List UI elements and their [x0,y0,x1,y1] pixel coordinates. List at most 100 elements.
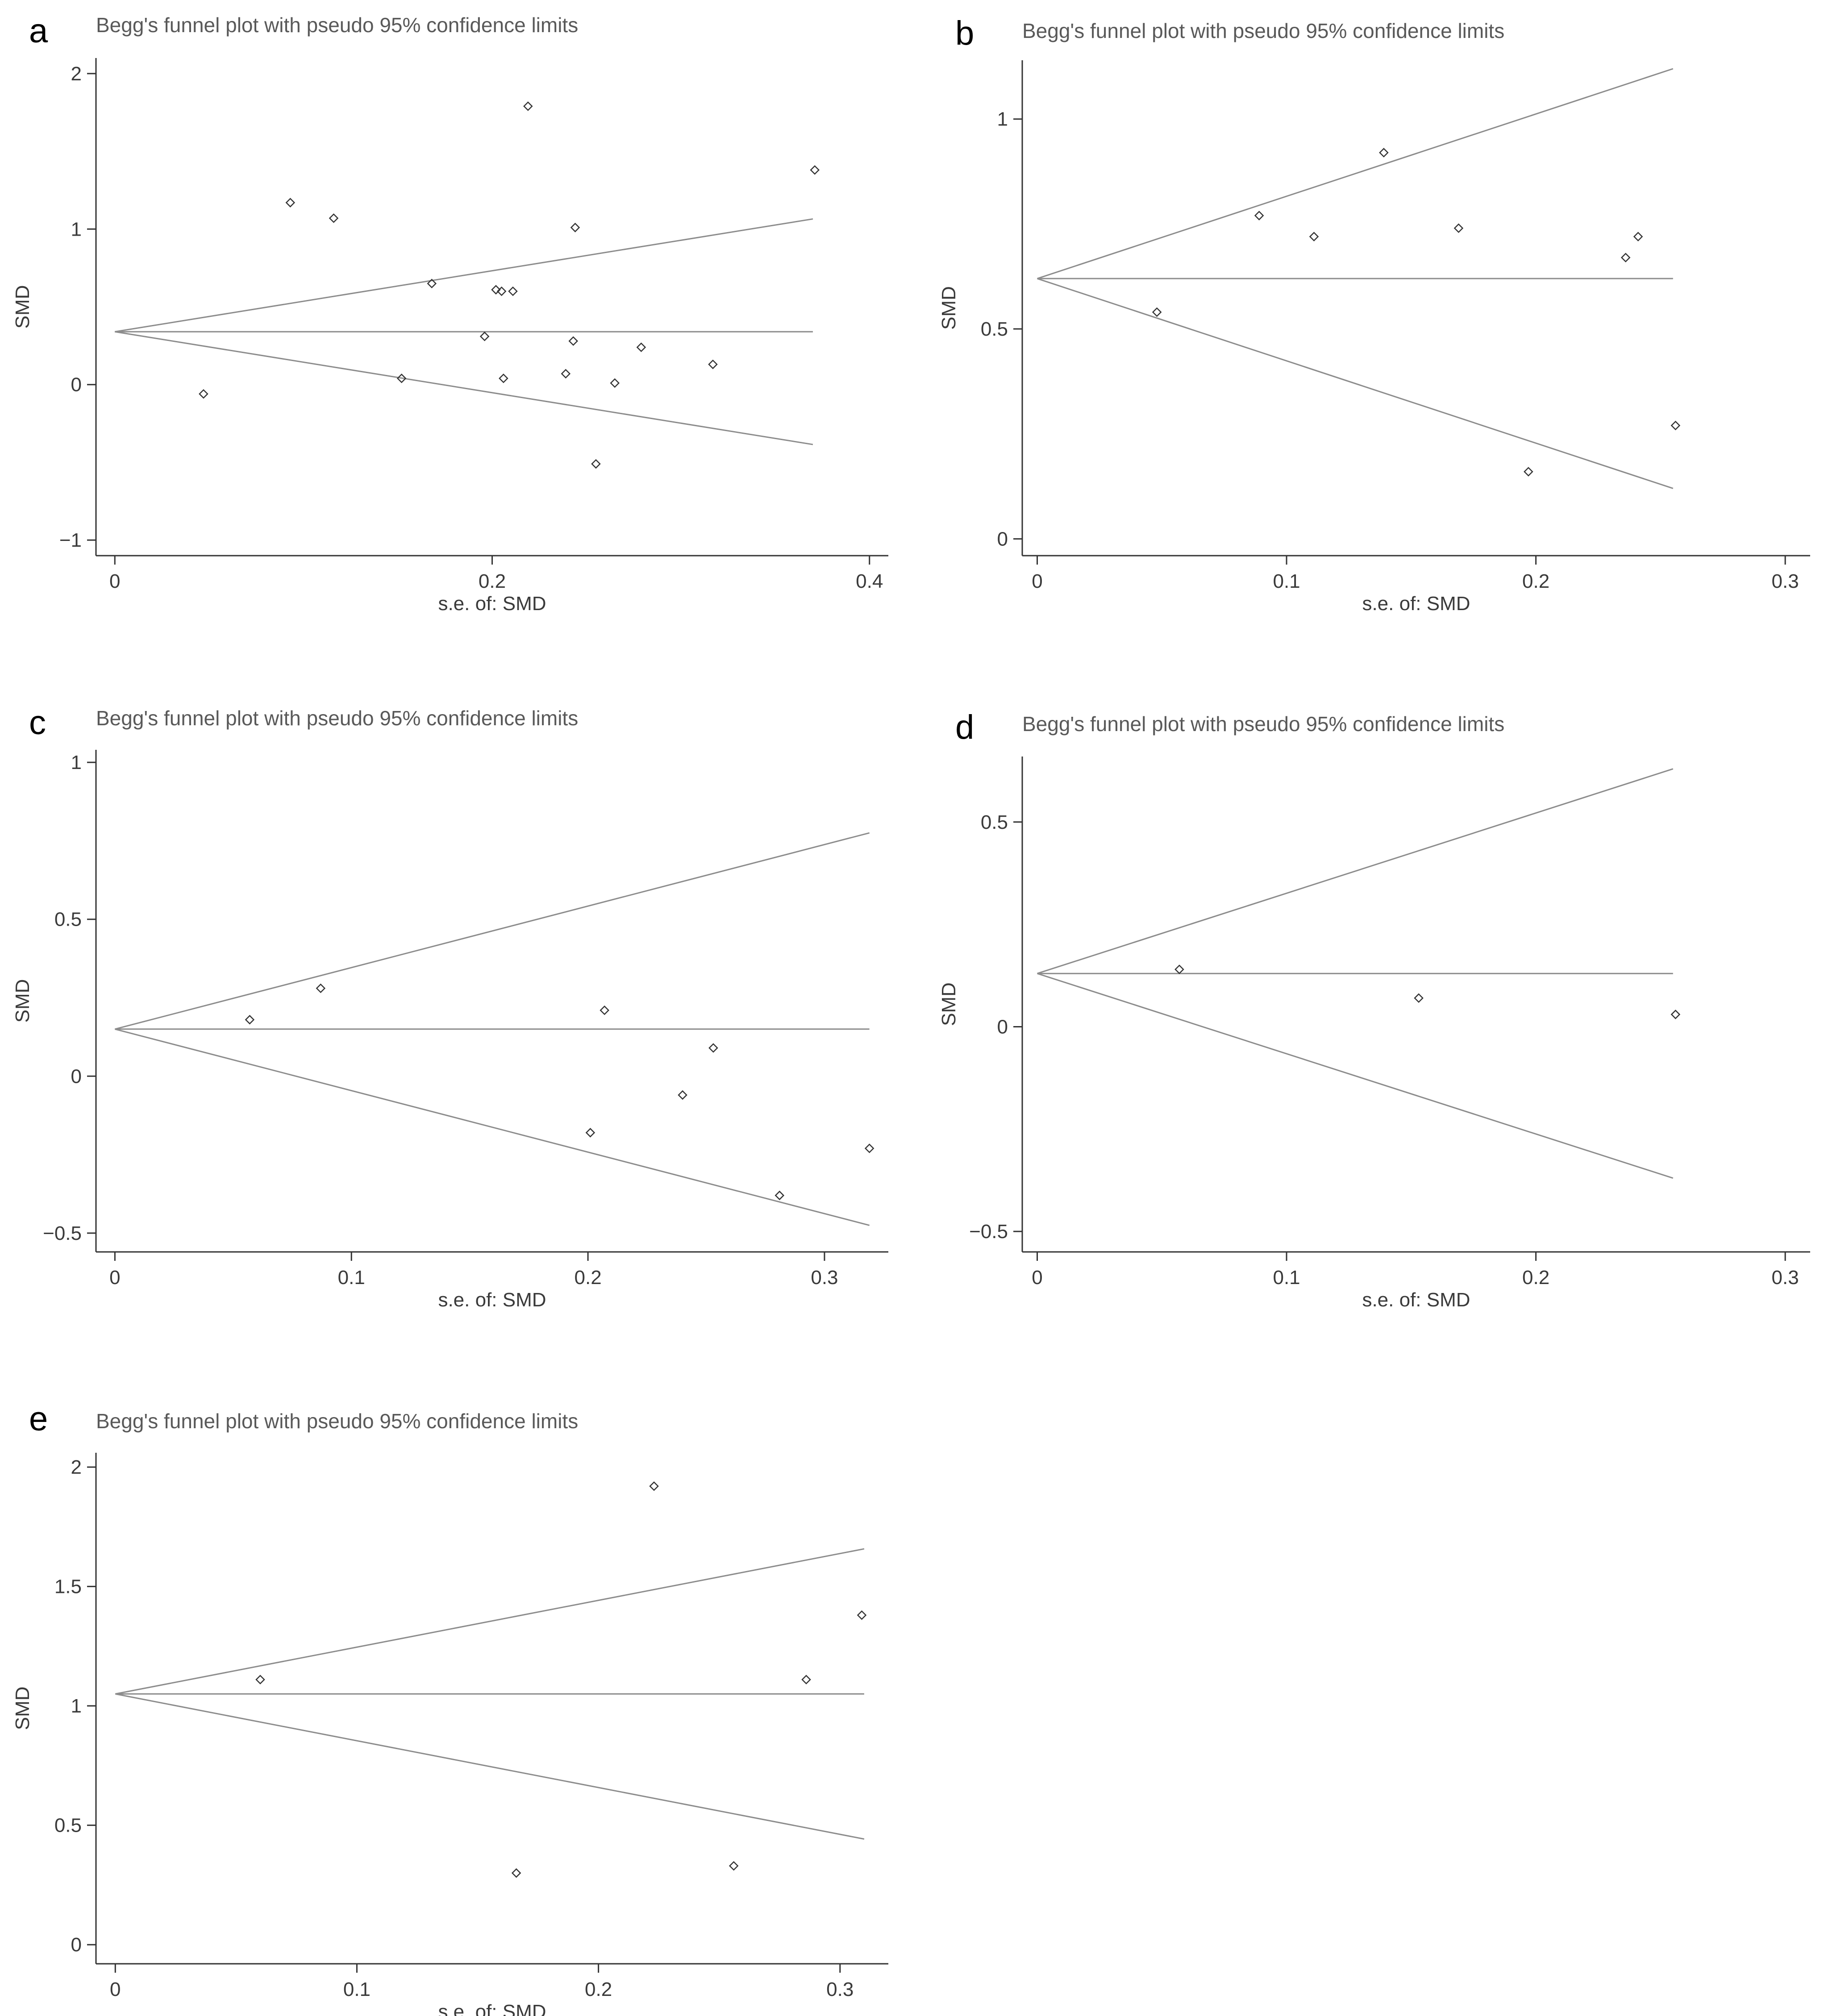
study-point [708,1043,718,1053]
panel-b: b Begg's funnel plot with pseudo 95% conf… [938,14,1810,615]
study-point [801,1675,811,1685]
x-tick-label: 0.3 [826,1979,854,2000]
study-point [1254,211,1264,220]
study-point [649,1481,659,1491]
study-point [1633,232,1643,241]
study-point [585,1128,596,1138]
study-point [591,459,601,469]
x-tick-label: 0.2 [1522,1267,1549,1289]
lower-confidence-limit-line [115,331,813,445]
x-tick-label: 0 [110,1979,121,2000]
panel-label: a [29,12,48,50]
y-tick-label: 1 [71,752,82,773]
x-tick-label: 0.3 [1772,570,1799,592]
study-point [636,342,646,352]
x-axis-label: s.e. of: SMD [1362,1289,1470,1311]
study-point [491,285,501,295]
chart-title: Begg's funnel plot with pseudo 95% confi… [1022,19,1504,42]
y-tick-label: 0 [71,1934,82,1956]
study-point [1620,253,1631,262]
x-tick-label: 0.3 [811,1267,838,1289]
y-tick-label: 0 [997,528,1008,550]
study-point [810,165,820,175]
y-tick-label: 0 [71,374,82,396]
upper-confidence-limit-line [115,218,813,333]
x-axis-label: s.e. of: SMD [438,2001,546,2016]
study-point [1453,223,1464,233]
y-axis-label: SMD [938,286,960,330]
chart-title: Begg's funnel plot with pseudo 95% confi… [96,1409,578,1433]
y-tick-label: 0.5 [54,909,82,931]
study-point [479,331,490,341]
x-tick-label: 0 [109,570,120,592]
study-point [523,101,533,111]
lower-confidence-limit-line [1037,973,1674,1179]
chart-title: Begg's funnel plot with pseudo 95% confi… [1022,712,1504,736]
study-point [499,374,508,383]
y-tick-label: 1 [997,108,1008,130]
study-point [600,1005,609,1015]
study-point [568,336,578,346]
x-tick-label: 0.1 [343,1979,371,2000]
y-tick-label: 2 [71,63,82,85]
study-point [1379,148,1389,158]
y-tick-label: 0.5 [981,318,1008,340]
study-point [561,369,571,379]
upper-confidence-limit-line [1037,768,1674,974]
panel-a: a Begg's funnel plot with pseudo 95% conf… [12,12,888,615]
study-point [775,1190,785,1201]
x-tick-label: 0.1 [338,1267,365,1289]
y-axis-label: SMD [12,285,33,329]
panel-label: c [29,704,46,742]
x-tick-label: 0.2 [585,1979,612,2000]
study-point [1414,993,1424,1003]
panel-c: c Begg's funnel plot with pseudo 95% conf… [12,704,888,1311]
y-axis-label: SMD [12,1687,33,1730]
x-tick-label: 0.2 [479,570,506,592]
y-tick-label: 1 [71,218,82,240]
chart-title: Begg's funnel plot with pseudo 95% confi… [96,707,578,730]
x-tick-label: 0.1 [1273,1267,1300,1289]
x-tick-label: 0.3 [1772,1267,1799,1289]
panel-d: d Begg's funnel plot with pseudo 95% conf… [938,708,1810,1311]
study-point [199,389,208,399]
y-tick-label: 1 [71,1695,82,1717]
lower-confidence-limit-line [115,1028,870,1226]
x-tick-label: 0 [1032,570,1042,592]
study-point [729,1861,739,1871]
study-point [1309,232,1319,241]
panel-label: d [955,708,974,746]
x-axis-label: s.e. of: SMD [438,593,546,615]
x-tick-label: 0.2 [575,1267,602,1289]
study-point [508,286,518,296]
chart-title: Begg's funnel plot with pseudo 95% confi… [96,13,578,37]
study-point [511,1868,521,1878]
study-point [1152,307,1162,317]
y-axis-label: SMD [938,982,960,1026]
lower-confidence-limit-line [1037,278,1674,489]
study-point [610,378,620,388]
study-point [1524,467,1533,477]
study-point [570,223,580,233]
study-point [396,374,407,383]
panel-e: e Begg's funnel plot with pseudo 95% conf… [12,1400,888,2016]
x-tick-label: 0.2 [1522,570,1549,592]
y-tick-label: 1.5 [54,1576,82,1598]
study-point [678,1090,687,1100]
y-tick-label: −0.5 [43,1222,82,1244]
upper-confidence-limit-line [115,832,870,1030]
study-point [255,1675,265,1685]
study-point [285,198,296,208]
study-point [1670,420,1681,431]
x-tick-label: 0.4 [856,570,883,592]
x-tick-label: 0 [1032,1267,1042,1289]
study-point [708,359,718,370]
y-tick-label: −0.5 [969,1221,1008,1243]
study-point [316,983,326,993]
upper-confidence-limit-line [1037,68,1674,279]
study-point [1670,1010,1681,1019]
study-point [496,286,507,296]
x-axis-label: s.e. of: SMD [438,1289,546,1311]
panel-label: e [29,1400,48,1438]
